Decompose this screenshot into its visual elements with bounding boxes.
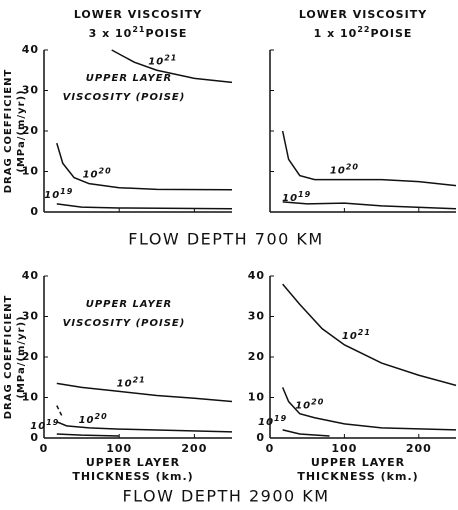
subtitle-part: 1 x 10 — [314, 27, 358, 40]
curve-label-exp: 20 — [346, 162, 359, 171]
x-tick-label: 100 — [106, 442, 132, 455]
y-axis-label: DRAG COEFFICIENT — [3, 295, 14, 420]
curve — [111, 49, 233, 84]
curve — [56, 203, 233, 210]
subtitle-exp: 21 — [132, 25, 145, 34]
subtitle-part: POISE — [145, 27, 187, 40]
annotation: VISCOSITY (POISE) — [63, 318, 186, 329]
curve — [281, 387, 457, 431]
curve-label-exp: 19 — [60, 186, 73, 195]
curve-label-base: 10 — [79, 415, 95, 426]
x-tick-label: 0 — [40, 442, 49, 455]
curve-label-base: 10 — [30, 421, 46, 432]
curve-label-exp: 20 — [95, 411, 108, 420]
curve-label-exp: 21 — [133, 375, 146, 384]
curve-label-exp: 21 — [358, 327, 371, 336]
curve — [282, 201, 457, 210]
curve-label: 1020 — [83, 166, 112, 181]
curve-label: 1019 — [30, 417, 59, 432]
y-tick-label: 20 — [22, 124, 39, 137]
curve-label-base: 10 — [148, 56, 164, 67]
y-tick-label: 0 — [30, 431, 39, 444]
y-tick-label: 0 — [256, 431, 265, 444]
curve — [56, 382, 233, 403]
curve-label: 1021 — [117, 375, 146, 390]
curve-label-exp: 19 — [274, 413, 287, 422]
chart-title: LOWER VISCOSITY — [299, 8, 427, 21]
y-tick-label: 40 — [248, 269, 265, 282]
y-tick-label: 30 — [22, 310, 39, 323]
annotation: UPPER LAYER — [86, 73, 173, 84]
chart-title: LOWER VISCOSITY — [74, 8, 202, 21]
y-tick-label: 10 — [22, 165, 39, 178]
curve — [56, 142, 233, 191]
curve-label: 1021 — [342, 327, 371, 342]
subtitle-part: 3 x 10 — [89, 27, 133, 40]
curve-label-base: 10 — [258, 417, 274, 428]
curve — [56, 405, 64, 419]
curve-label-exp: 19 — [298, 189, 311, 198]
curve-label-exp: 20 — [99, 166, 112, 175]
chart-subtitle: 3 x 1021POISE — [89, 25, 188, 41]
y-tick-label: 30 — [22, 84, 39, 97]
x-tick-label: 0 — [266, 442, 275, 455]
curve-label: 1021 — [148, 53, 177, 68]
curve-label: 1019 — [44, 186, 73, 201]
curve — [282, 429, 330, 437]
curve-label-base: 10 — [282, 193, 298, 204]
curve-label: 1019 — [282, 189, 311, 204]
y-axis-label: (MPa/(m/yr)) — [16, 315, 27, 398]
x-axis-label: UPPER LAYER — [311, 456, 405, 469]
curve-label-exp: 21 — [164, 53, 177, 62]
subtitle-exp: 22 — [357, 25, 370, 34]
y-tick-label: 10 — [22, 391, 39, 404]
subtitle-part: POISE — [370, 27, 412, 40]
x-axis-label: THICKNESS (km.) — [297, 470, 418, 483]
curve-label: 1020 — [79, 411, 108, 426]
curve-label: 1019 — [258, 413, 287, 428]
x-axis-label: UPPER LAYER — [86, 456, 180, 469]
curve-label-base: 10 — [295, 401, 311, 412]
row-title: FLOW DEPTH 2900 KM — [122, 487, 329, 506]
y-tick-label: 40 — [22, 43, 39, 56]
curve-label: 1020 — [330, 162, 359, 177]
curve-label-base: 10 — [342, 331, 358, 342]
curve-label-base: 10 — [117, 378, 133, 389]
curve-label-base: 10 — [83, 170, 99, 181]
y-tick-label: 20 — [22, 350, 39, 363]
curve — [56, 421, 233, 433]
annotation: UPPER LAYER — [86, 299, 173, 310]
x-axis-label: THICKNESS (km.) — [72, 470, 193, 483]
curve-label: 1020 — [295, 397, 324, 412]
chart-subtitle: 1 x 1022POISE — [314, 25, 413, 41]
y-tick-label: 30 — [248, 310, 265, 323]
annotation: VISCOSITY (POISE) — [63, 92, 186, 103]
y-tick-label: 40 — [22, 269, 39, 282]
x-tick-label: 100 — [331, 442, 357, 455]
curve — [56, 433, 120, 437]
curve-label-exp: 19 — [46, 417, 59, 426]
curve — [281, 130, 457, 187]
x-tick-label: 200 — [406, 442, 432, 455]
y-tick-label: 10 — [248, 391, 265, 404]
curve-label-base: 10 — [330, 166, 346, 177]
curve — [282, 283, 457, 387]
y-tick-label: 0 — [30, 205, 39, 218]
y-tick-label: 20 — [248, 350, 265, 363]
curve-label-exp: 20 — [311, 397, 324, 406]
y-axis-label: (MPa/(m/yr)) — [16, 89, 27, 172]
y-axis-label: DRAG COEFFICIENT — [3, 69, 14, 194]
x-tick-label: 200 — [181, 442, 207, 455]
curve-label-base: 10 — [44, 190, 60, 201]
row-title: FLOW DEPTH 700 KM — [128, 230, 323, 249]
